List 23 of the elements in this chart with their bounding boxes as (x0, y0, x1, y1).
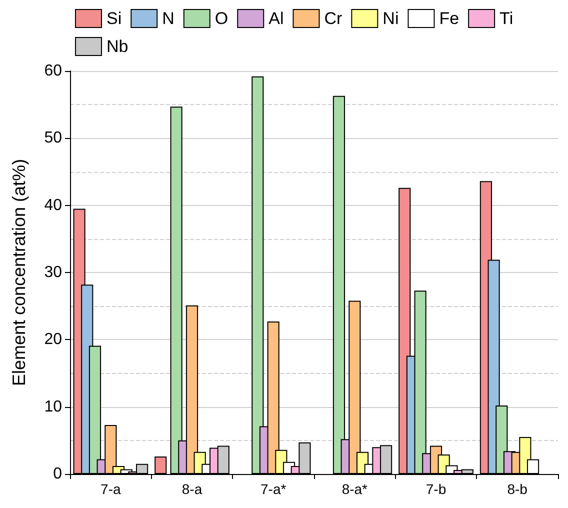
legend-label: Al (268, 9, 284, 28)
x-tick-label: 7-a (100, 481, 121, 497)
legend-label: Cr (324, 9, 343, 28)
x-tick-label: 7-b (426, 481, 446, 497)
y-tick-label: 0 (53, 466, 62, 482)
y-tick-label: 50 (44, 130, 62, 147)
x-tick-label: 8-a (182, 481, 202, 497)
legend-label: O (214, 9, 228, 28)
y-tick-label: 20 (44, 331, 62, 348)
y-axis-title: Element concentration (at%) (9, 158, 29, 386)
legend-label: Ni (382, 9, 399, 28)
x-tick-label: 8-a* (342, 481, 368, 497)
legend-label: N (162, 9, 174, 28)
x-tick-label: 7-a* (260, 481, 287, 497)
y-tick-label: 60 (44, 62, 62, 80)
legend-label: Ti (500, 9, 514, 28)
y-tick-label: 30 (44, 264, 62, 281)
x-tick-label: 8-b (507, 481, 528, 497)
y-tick-label: 40 (44, 196, 62, 214)
y-tick-label: 10 (44, 398, 62, 416)
legend-label: Fe (439, 9, 460, 28)
legend-label: Si (106, 9, 122, 28)
legend-label: Nb (106, 37, 128, 56)
